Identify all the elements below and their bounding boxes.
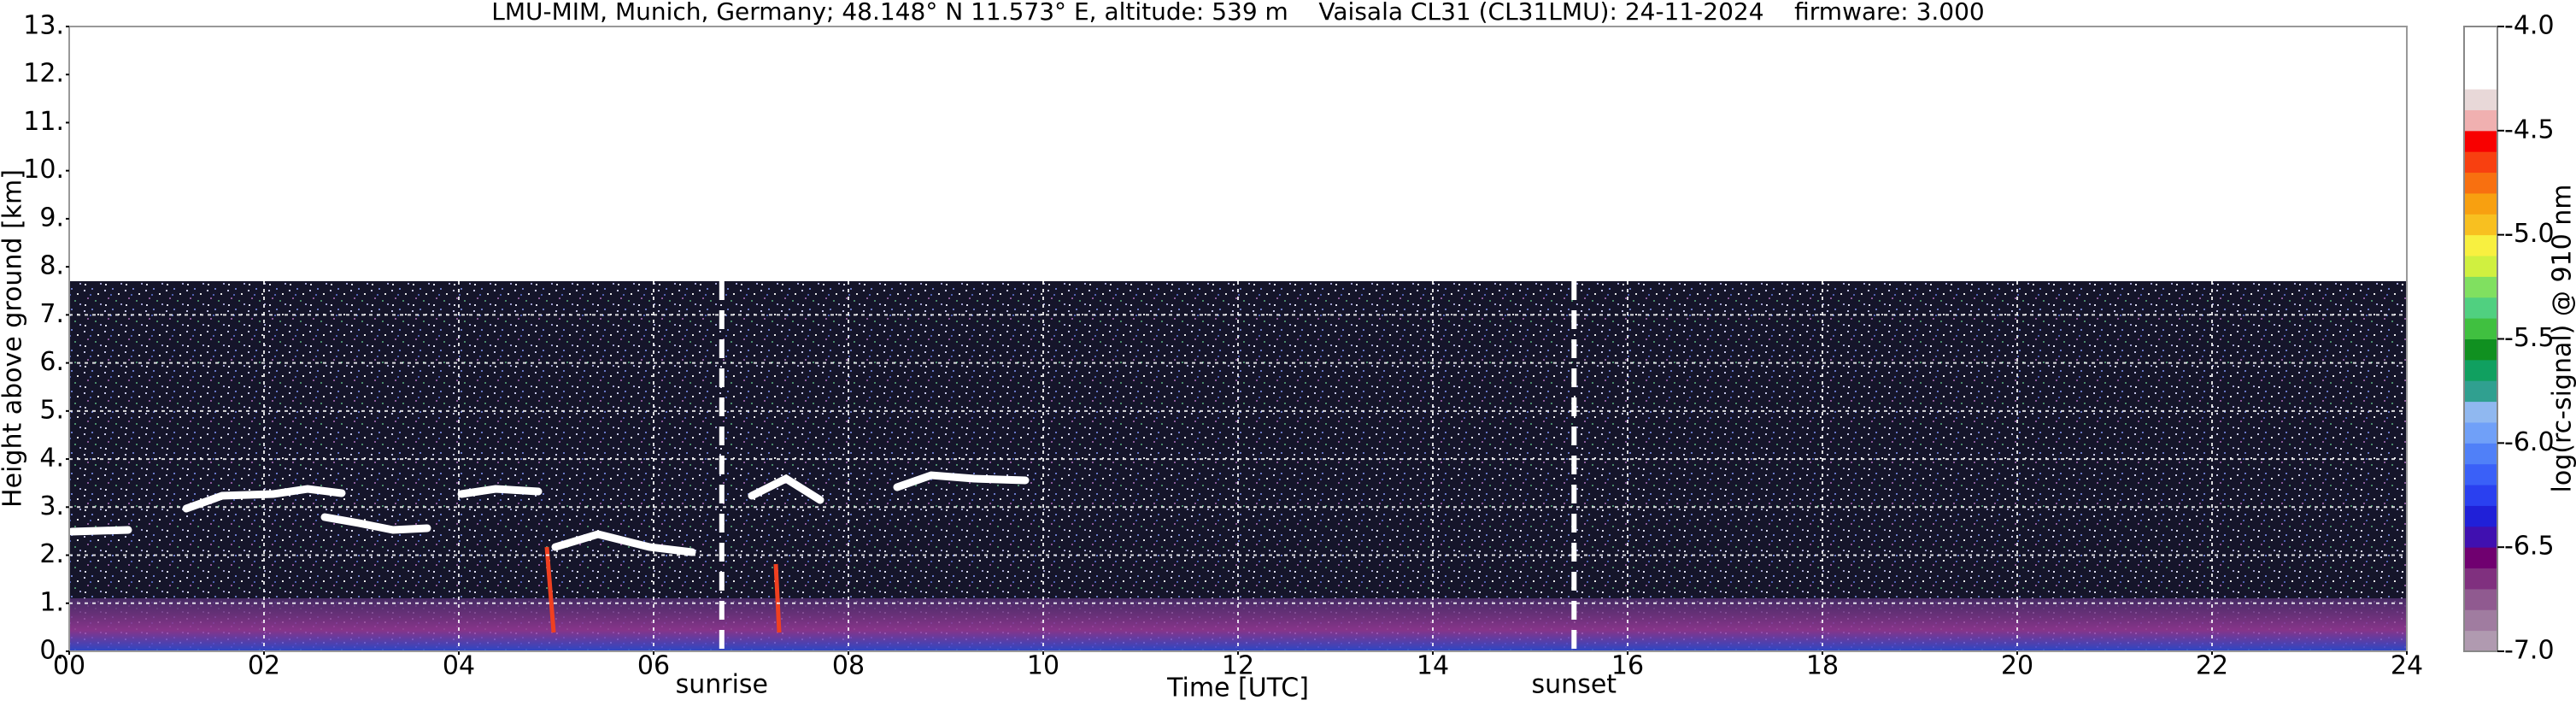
colorbar-segment	[2464, 130, 2497, 152]
colorbar-label: log(rc-signal) @ 910 nm	[2548, 185, 2576, 493]
x-tick-label: 00	[53, 651, 85, 681]
colorbar-segment	[2464, 26, 2497, 48]
colorbar-segment	[2464, 172, 2497, 194]
y-tick-label: 5.	[39, 395, 64, 425]
colorbar-segment	[2464, 151, 2497, 174]
y-tick-label: 12.	[23, 59, 64, 89]
colorbar-segment	[2464, 421, 2497, 444]
colorbar-segment	[2464, 68, 2497, 90]
x-axis-label: Time [UTC]	[1166, 674, 1309, 703]
annotation-label: sunset	[1532, 670, 1617, 700]
y-tick-label: 2.	[39, 539, 64, 569]
x-tick-label: 18	[1806, 651, 1839, 681]
colorbar-segment	[2464, 463, 2497, 485]
y-tick-label: 7.	[39, 299, 64, 329]
chart-title: LMU-MIM, Munich, Germany; 48.148° N 11.5…	[491, 0, 1985, 26]
x-tick-label: 08	[832, 651, 865, 681]
colorbar-segment	[2464, 588, 2497, 610]
y-tick-label: 10.	[23, 155, 64, 185]
colorbar-segment	[2464, 443, 2497, 465]
x-tick-label: 20	[2001, 651, 2033, 681]
y-tick-label: 9.	[39, 203, 64, 232]
colorbar-tick-label: -4.5	[2504, 115, 2555, 144]
colorbar-segment	[2464, 214, 2497, 236]
colorbar-segment	[2464, 609, 2497, 632]
y-tick-label: 13.	[23, 11, 64, 41]
x-tick-label: 02	[248, 651, 280, 681]
annotation-label: sunrise	[676, 670, 768, 700]
y-tick-label: 6.	[39, 347, 64, 377]
colorbar-segment	[2464, 547, 2497, 569]
colorbar-segment	[2464, 109, 2497, 132]
y-tick-label: 3.	[39, 491, 64, 521]
y-tick-label: 0.	[39, 636, 64, 666]
y-tick-label: 8.	[39, 251, 64, 281]
colorbar-segment	[2464, 526, 2497, 548]
x-tick-label: 06	[637, 651, 670, 681]
colorbar-segment	[2464, 485, 2497, 506]
colorbar-tick-label: -6.0	[2504, 427, 2555, 457]
colorbar-segment	[2464, 401, 2497, 423]
x-tick-label: 12	[1222, 651, 1254, 681]
y-tick-label: 11.	[23, 107, 64, 137]
x-tick-label: 10	[1027, 651, 1059, 681]
colorbar-tick-label: -5.0	[2504, 219, 2555, 249]
x-tick-label: 22	[2196, 651, 2228, 681]
colorbar-segment	[2464, 359, 2497, 381]
colorbar-segment	[2464, 276, 2497, 298]
colorbar-segment	[2464, 234, 2497, 256]
x-tick-label: 16	[1611, 651, 1644, 681]
x-tick-label: 14	[1417, 651, 1449, 681]
x-tick-label: 24	[2391, 651, 2423, 681]
colorbar-segment	[2464, 380, 2497, 403]
colorbar-segment	[2464, 630, 2497, 652]
colorbar-segment	[2464, 338, 2497, 361]
y-tick-label: 1.	[39, 587, 64, 617]
colorbar-segment	[2464, 89, 2497, 110]
colorbar-segment	[2464, 318, 2497, 339]
colorbar-tick-label: -6.5	[2504, 532, 2555, 562]
colorbar-segment	[2464, 505, 2497, 527]
colorbar-segment	[2464, 192, 2497, 215]
y-axis-label: Height above ground [km]	[0, 169, 28, 508]
colorbar-segment	[2464, 568, 2497, 590]
y-tick-label: 4.	[39, 444, 64, 474]
colorbar-segment	[2464, 47, 2497, 69]
x-tick-label: 04	[443, 651, 475, 681]
colorbar-tick-label: -7.0	[2504, 636, 2555, 666]
colorbar-segment	[2464, 256, 2497, 277]
colorbar-segment	[2464, 297, 2497, 319]
colorbar-tick-label: -4.0	[2504, 11, 2555, 41]
colorbar-tick-label: -5.5	[2504, 323, 2555, 353]
